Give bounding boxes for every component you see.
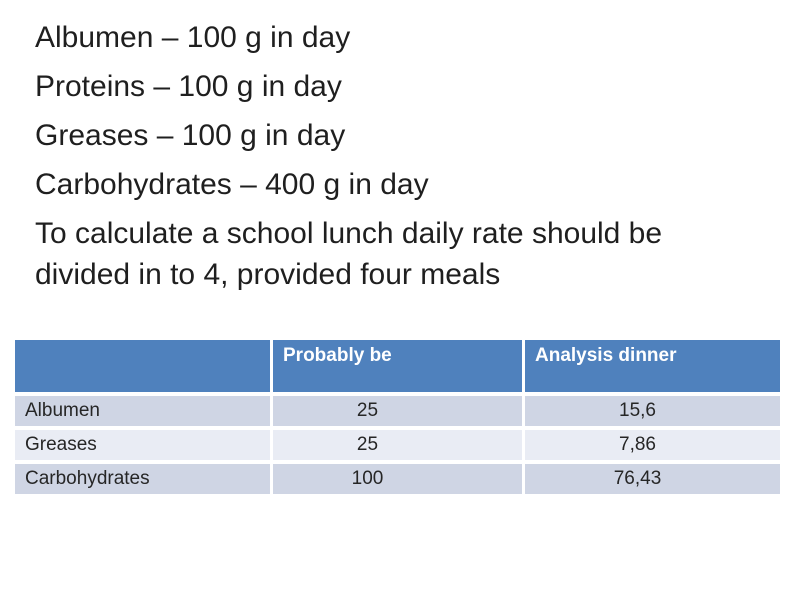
nutrition-table: Probably be Analysis dinner Albumen 25 1…: [12, 336, 783, 498]
probably-be-value: 25: [273, 396, 522, 426]
intro-line-albumen: Albumen – 100 g in day: [35, 21, 351, 54]
header-cell-analysis-dinner: Analysis dinner: [525, 340, 780, 392]
row-label: Albumen: [15, 396, 270, 426]
header-cell-empty: [15, 340, 270, 392]
probably-be-value: 25: [273, 430, 522, 460]
intro-line-greases: Greases – 100 g in day: [35, 119, 346, 152]
intro-line-proteins: Proteins – 100 g in day: [35, 70, 342, 103]
probably-be-value: 100: [273, 464, 522, 494]
table-row-greases: Greases 25 7,86: [15, 430, 780, 460]
table-row-albumen: Albumen 25 15,6: [15, 396, 780, 426]
row-label: Carbohydrates: [15, 464, 270, 494]
header-cell-probably-be: Probably be: [273, 340, 522, 392]
table-row-carbohydrates: Carbohydrates 100 76,43: [15, 464, 780, 494]
intro-text-block: Albumen – 100 g in day Proteins – 100 g …: [35, 17, 727, 303]
analysis-dinner-value: 15,6: [525, 396, 780, 426]
table-header-row: Probably be Analysis dinner: [15, 340, 780, 392]
intro-line-carbohydrates: Carbohydrates – 400 g in day: [35, 168, 429, 201]
analysis-dinner-value: 7,86: [525, 430, 780, 460]
intro-line-calculation: To calculate a school lunch daily rate s…: [35, 217, 663, 291]
row-label: Greases: [15, 430, 270, 460]
analysis-dinner-value: 76,43: [525, 464, 780, 494]
